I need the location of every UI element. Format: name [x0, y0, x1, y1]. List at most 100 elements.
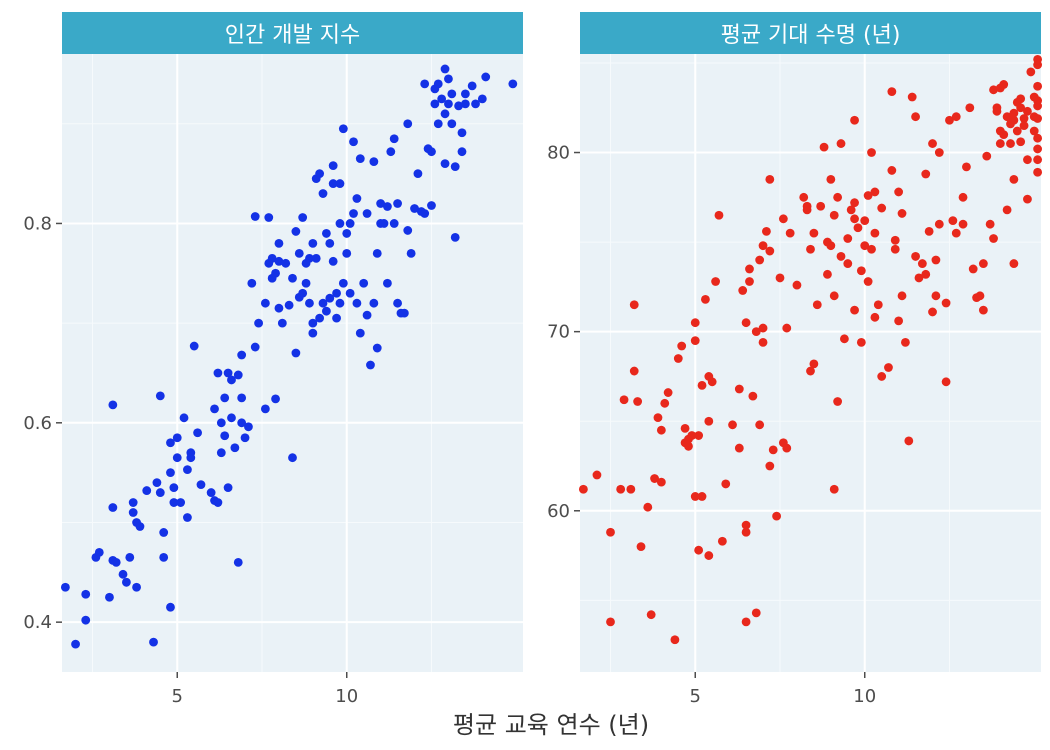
data-point — [71, 639, 80, 649]
data-point — [250, 342, 260, 352]
data-point — [94, 547, 104, 557]
data-point — [890, 235, 900, 245]
data-point — [1033, 155, 1043, 165]
data-point — [928, 139, 937, 148]
data-point — [677, 341, 687, 351]
data-point — [410, 204, 419, 213]
data-point — [782, 323, 792, 333]
data-point — [707, 377, 717, 387]
data-point — [867, 244, 876, 254]
data-point — [982, 151, 992, 161]
data-point — [105, 592, 114, 602]
data-point — [1033, 81, 1043, 91]
data-point — [281, 258, 291, 268]
data-point — [741, 520, 751, 530]
data-point — [111, 557, 121, 567]
data-point — [128, 508, 138, 517]
data-point — [430, 99, 440, 109]
data-point — [758, 241, 768, 251]
data-point — [897, 291, 907, 301]
data-point — [277, 318, 287, 328]
data-point — [911, 252, 920, 261]
data-point — [128, 498, 138, 507]
data-point — [894, 316, 904, 326]
data-point — [758, 338, 768, 347]
data-point — [227, 413, 236, 423]
data-point — [1002, 205, 1012, 215]
data-point — [785, 228, 795, 238]
data-point — [860, 216, 870, 225]
data-point — [751, 608, 761, 618]
data-point — [155, 391, 165, 401]
panel-life-strip — [580, 12, 1041, 54]
data-point — [318, 298, 328, 308]
data-point — [619, 395, 629, 405]
data-point — [877, 372, 887, 381]
data-point — [159, 528, 169, 537]
data-point — [260, 404, 270, 414]
data-point — [782, 443, 792, 453]
data-point — [995, 139, 1005, 148]
panel-hdi-points — [60, 64, 518, 649]
panel-life-x-tick-label: 5 — [690, 686, 701, 707]
data-point — [274, 256, 284, 266]
data-point — [355, 328, 365, 338]
data-point — [1016, 137, 1026, 147]
data-point — [477, 94, 487, 104]
data-point — [345, 219, 355, 228]
data-point — [260, 298, 270, 308]
data-point — [342, 248, 352, 258]
data-point — [172, 453, 182, 463]
data-point — [728, 420, 737, 430]
data-point — [863, 277, 873, 286]
data-point — [992, 103, 1002, 113]
data-point — [406, 248, 416, 258]
data-point — [931, 291, 941, 301]
data-point — [216, 418, 226, 428]
data-point — [433, 79, 443, 89]
data-point — [884, 363, 893, 372]
data-point — [856, 266, 866, 276]
data-point — [894, 187, 904, 197]
data-point — [149, 637, 158, 647]
data-point — [921, 169, 931, 179]
data-point — [717, 536, 727, 546]
data-point — [1012, 126, 1022, 136]
data-point — [1009, 174, 1019, 184]
data-point — [132, 582, 141, 592]
data-point — [914, 273, 924, 283]
data-point — [355, 154, 365, 164]
data-point — [704, 551, 714, 560]
data-point — [941, 377, 951, 387]
panel-hdi-title: 인간 개발 지수 — [225, 23, 360, 48]
data-point — [616, 484, 626, 494]
data-point — [1019, 121, 1029, 131]
data-point — [125, 552, 135, 562]
data-point — [816, 201, 826, 211]
data-point — [887, 166, 897, 175]
data-point — [1016, 94, 1026, 104]
data-point — [741, 527, 751, 537]
panel-life-x-tick-label: 10 — [853, 686, 876, 707]
data-point — [369, 157, 379, 167]
data-point — [656, 477, 666, 487]
data-point — [755, 255, 765, 265]
data-point — [328, 256, 338, 266]
data-point — [338, 124, 348, 134]
data-point — [829, 210, 839, 220]
data-point — [636, 542, 646, 552]
data-point — [186, 448, 196, 458]
data-point — [690, 318, 700, 328]
data-point — [237, 350, 247, 360]
data-point — [433, 119, 443, 129]
data-point — [1029, 126, 1039, 136]
data-point — [843, 259, 853, 268]
data-point — [335, 298, 345, 308]
data-point — [298, 288, 308, 298]
data-point — [440, 159, 450, 169]
data-point — [1009, 259, 1019, 268]
data-point — [444, 99, 453, 109]
data-point — [169, 483, 179, 492]
data-point — [690, 336, 700, 346]
